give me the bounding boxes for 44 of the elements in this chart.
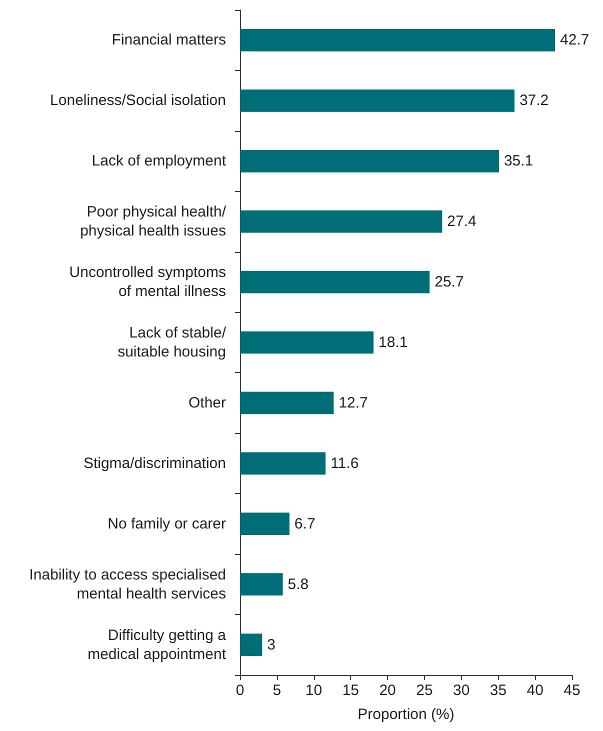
bar	[240, 270, 430, 294]
y-tick-label: Financial matters	[112, 32, 226, 49]
bar	[240, 90, 514, 112]
x-tick-label: 45	[564, 682, 580, 699]
data-label: 35.1	[504, 152, 534, 170]
x-tick-label: 15	[342, 682, 360, 699]
x-tick-label: 20	[379, 682, 396, 699]
y-tick-label: Poor physical health/ physical health issues	[80, 204, 227, 240]
data-label: 5.8	[288, 576, 309, 593]
bar	[240, 210, 442, 233]
bar	[240, 634, 262, 656]
y-tick-label: Loneliness/Social isolation	[50, 92, 226, 110]
data-label: 12.7	[338, 394, 368, 412]
y-tick-label: Inability to access specialised mental health services	[29, 566, 226, 602]
y-tick-label: Lack of employment	[92, 152, 227, 170]
bar	[240, 512, 290, 536]
y-tick-label: No family or carer	[108, 515, 226, 532]
bar	[240, 573, 283, 596]
bar	[240, 392, 334, 414]
data-label: 11.6	[330, 454, 359, 472]
x-tick-label: 0	[236, 682, 244, 699]
x-tick-label: 40	[526, 682, 544, 699]
x-tick-label: 5	[272, 682, 282, 699]
y-tick-label: Lack of stable/ suitable housing	[118, 324, 227, 360]
y-tick-label: Difficulty getting a medical appointment	[88, 626, 227, 663]
x-axis-title: Proportion (%)	[358, 706, 454, 723]
data-label: 3	[267, 636, 276, 654]
x-tick-label: 25	[416, 682, 433, 699]
data-label: 6.7	[294, 515, 316, 532]
x-tick-label: 35	[490, 682, 507, 699]
data-label: 18.1	[378, 334, 408, 351]
data-label: 25.7	[434, 274, 464, 291]
y-tick-label: Stigma/discrimination	[83, 454, 226, 472]
data-label: 37.2	[519, 92, 549, 110]
data-label: 27.4	[447, 213, 476, 230]
x-tick-label: 10	[305, 682, 322, 699]
y-tick-label: Uncontrolled symptoms of mental illness	[69, 264, 226, 300]
data-label: 42.7	[560, 32, 590, 49]
y-tick-label: Other	[188, 394, 226, 412]
bar	[240, 452, 326, 475]
bar	[240, 150, 499, 172]
x-tick-label: 30	[452, 682, 470, 699]
bar	[240, 29, 556, 52]
bar	[240, 331, 374, 354]
